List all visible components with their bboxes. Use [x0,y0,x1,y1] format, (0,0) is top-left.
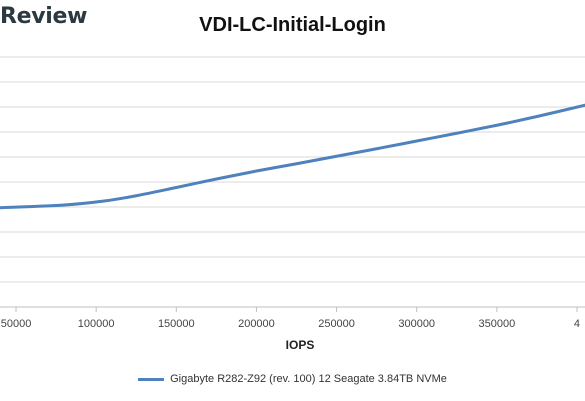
gridlines [0,56,585,308]
x-axis-ticks: 50000 100000 150000 200000 250000 300000 35000… [1,307,580,330]
x-tick-label: 100000 [78,318,115,330]
chart-title: VDI-LC-Initial-Login [199,14,386,36]
x-tick-label: 4 [574,318,580,330]
x-tick-label: 200000 [238,318,275,330]
x-axis-label: IOPS [286,338,315,352]
series-line-0 [0,103,585,210]
legend-swatch [138,377,165,381]
series-lines [0,103,585,210]
x-tick-label: 300000 [398,318,435,330]
x-tick-label: 350000 [478,318,515,330]
legend-label: Gigabyte R282-Z92 (rev. 100) 12 Seagate … [170,373,447,385]
x-tick-label: 250000 [318,318,355,330]
x-tick-label: 50000 [1,318,32,330]
x-tick-label: 150000 [158,318,195,330]
chart-legend: Gigabyte R282-Z92 (rev. 100) 12 Seagate … [0,373,585,385]
brand-logo: Review [0,4,88,29]
